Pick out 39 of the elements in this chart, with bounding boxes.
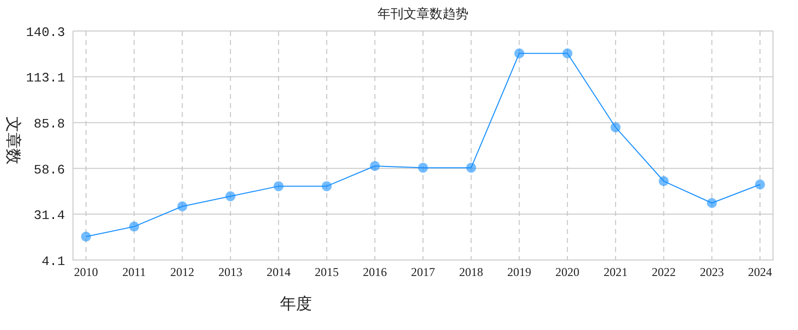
- x-tick-label: 2010: [74, 265, 98, 279]
- x-tick-label: 2023: [700, 265, 724, 279]
- x-tick-label: 2011: [122, 265, 146, 279]
- point: [466, 162, 476, 173]
- x-tick-label: 2022: [652, 265, 676, 279]
- point: [129, 222, 140, 232]
- x-tick-label: 2018: [459, 265, 484, 279]
- y-axis-title: 文章数: [4, 116, 22, 164]
- point: [706, 198, 717, 208]
- x-axis-title: 年度: [280, 295, 312, 313]
- point: [755, 180, 765, 190]
- point: [81, 232, 91, 242]
- x-tick-label: 2014: [266, 265, 291, 279]
- chart-title: 年刊文章数趋势: [378, 6, 468, 21]
- y-tick-label: 58.6: [34, 162, 65, 178]
- point: [418, 162, 428, 173]
- y-tick-label: 4.1: [42, 254, 66, 269]
- point: [562, 48, 572, 58]
- point: [322, 181, 332, 192]
- x-tick-label: 2016: [362, 265, 387, 279]
- x-tick-label: 2012: [170, 265, 194, 279]
- x-tick-label: 2015: [314, 265, 339, 279]
- point: [225, 191, 236, 202]
- x-tick-label: 2019: [507, 265, 532, 279]
- point: [610, 122, 621, 132]
- x-tick-label: 2013: [218, 265, 242, 279]
- y-tick-label: 31.4: [34, 208, 66, 224]
- x-tick-label: 2021: [604, 265, 628, 279]
- y-tick-label: 85.8: [34, 116, 65, 132]
- point: [658, 176, 669, 186]
- point: [274, 181, 284, 192]
- y-tick-label: 140.3: [26, 25, 65, 40]
- x-tick-label: 2024: [748, 265, 772, 279]
- y-tick-label: 113.1: [26, 70, 66, 86]
- point: [177, 201, 188, 212]
- x-tick-label: 2020: [555, 265, 580, 279]
- point: [514, 48, 524, 58]
- x-tick-label: 2017: [411, 265, 435, 279]
- point: [370, 161, 380, 172]
